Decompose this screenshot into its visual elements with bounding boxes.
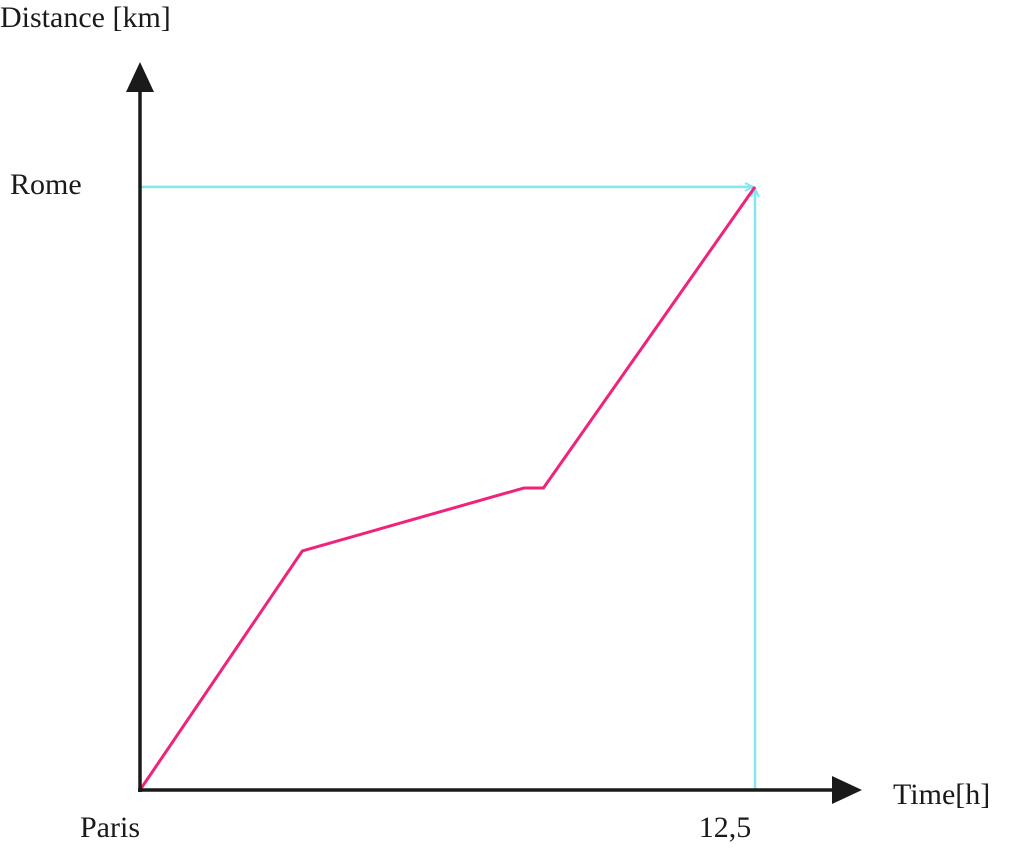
y-axis-arrow [126, 62, 154, 92]
x-tick-label: 12,5 [699, 811, 752, 844]
x-tick-label: Paris [80, 811, 140, 844]
x-axis-arrow [832, 776, 862, 804]
distance-line [138, 186, 757, 791]
y-axis-title: Distance [km] [0, 1, 171, 34]
x-axis-title: Time[h] [893, 778, 990, 811]
y-tick-label: Rome [10, 168, 82, 201]
